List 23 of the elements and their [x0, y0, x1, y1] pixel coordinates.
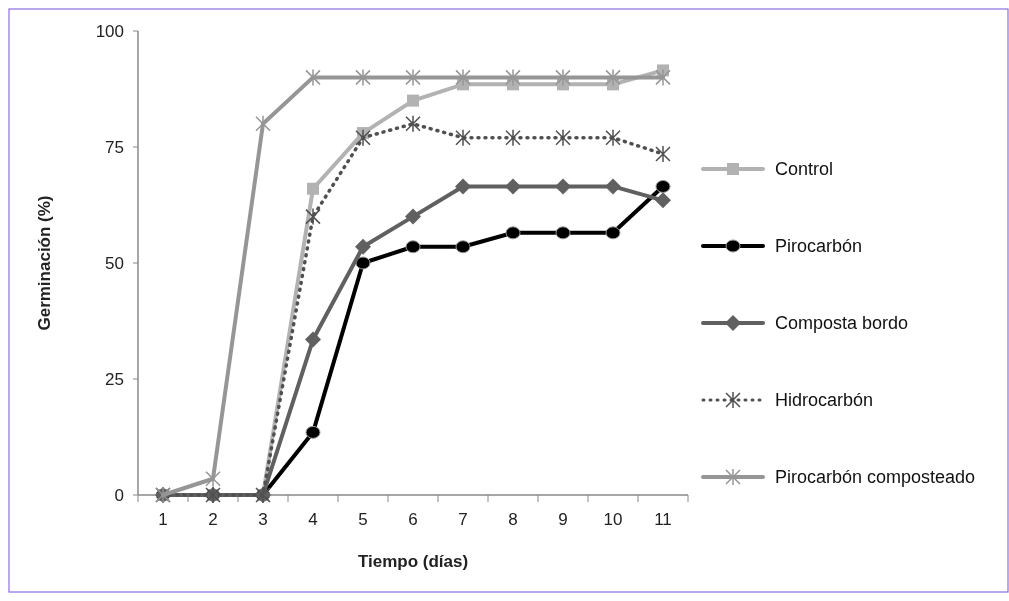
x-tick-label: 2: [208, 510, 218, 529]
y-tick-label: 75: [105, 137, 124, 157]
legend-label: Pirocarbón: [775, 236, 863, 257]
x-axis-title: Tiempo (días): [357, 552, 469, 571]
x-tick-label: 3: [258, 510, 268, 529]
x-tick-label: 1: [158, 510, 168, 529]
y-tick-label: 0: [114, 485, 124, 505]
x-tick-label: 9: [558, 510, 568, 529]
x-tick-label: 10: [603, 510, 623, 529]
legend-label: Hidrocarbón: [775, 390, 874, 411]
x-tick-label: 8: [508, 510, 518, 529]
legend-label: Control: [775, 159, 834, 180]
x-tick-label: 4: [308, 510, 318, 529]
x-tick-label: 5: [358, 510, 368, 529]
x-tick-label: 7: [458, 510, 468, 529]
legend-label: Composta bordo: [775, 313, 909, 334]
y-tick-label: 50: [105, 253, 124, 273]
x-tick-label: 6: [408, 510, 418, 529]
legend-label: Pirocarbón composteado: [775, 467, 976, 488]
y-tick-label: 100: [95, 21, 124, 41]
y-axis-title: Germinación (%): [35, 195, 54, 331]
y-tick-label: 25: [105, 369, 124, 389]
x-tick-label: 11: [654, 510, 672, 529]
